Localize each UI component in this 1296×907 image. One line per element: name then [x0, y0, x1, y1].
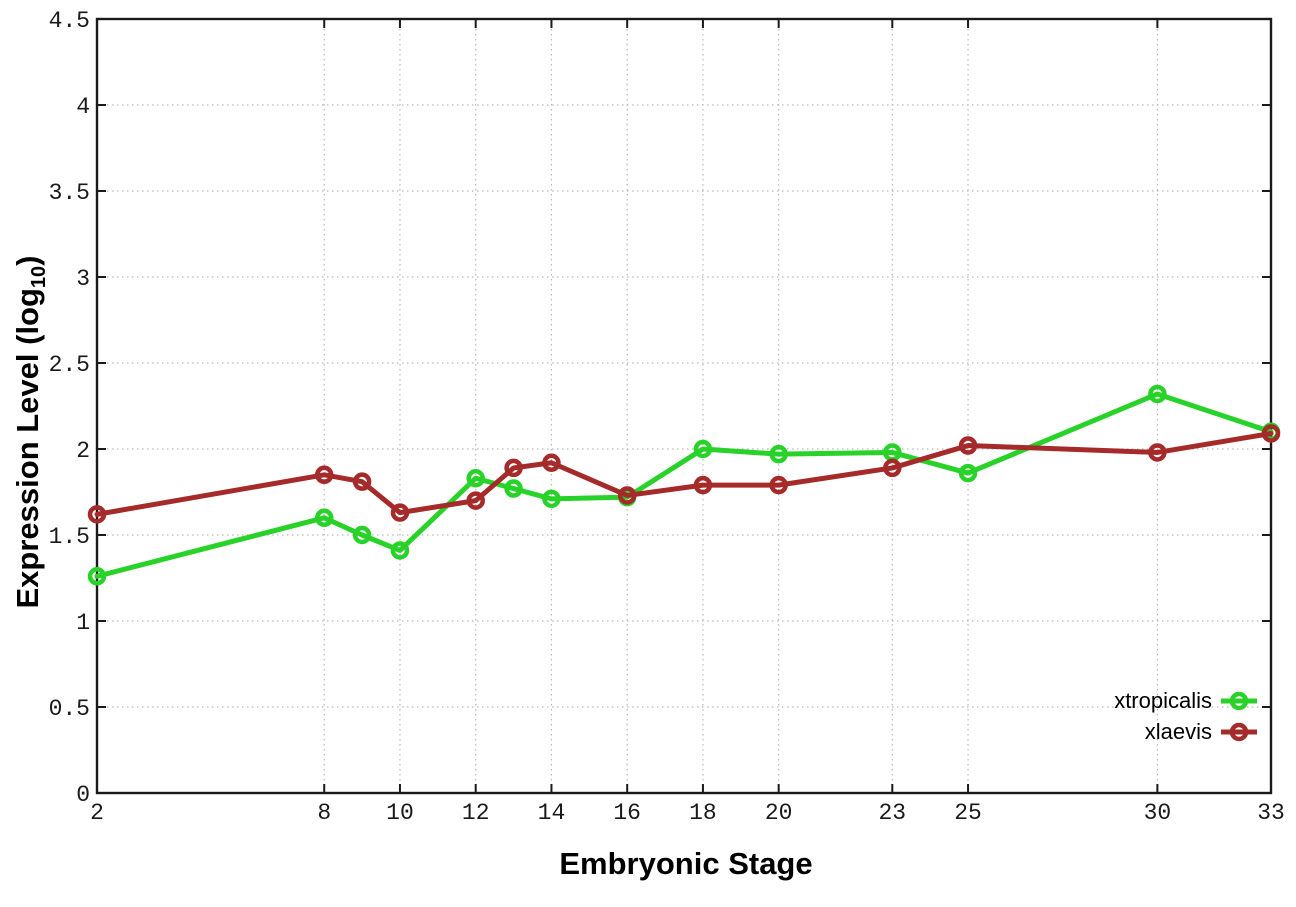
data-point-xlaevis	[542, 453, 561, 473]
y-tick-label: 4.5	[49, 8, 90, 34]
y-tick-label: 2	[76, 438, 90, 464]
data-point-xlaevis	[617, 486, 637, 505]
series-line-xlaevis	[94, 431, 1274, 517]
axis-layer: 2 8 10 12 14 16 18 20 23 25 30 33 0 0.5 1 1.5 2 2.5 3 3.5 4 4…	[49, 8, 1285, 826]
y-tick-label: 4	[76, 94, 90, 120]
data-point-xtropicalis	[1148, 384, 1167, 404]
data-point-xtropicalis	[769, 444, 788, 464]
data-point-xlaevis	[1261, 424, 1281, 443]
legend-marker-xtropicalis	[1229, 691, 1249, 711]
data-point-xlaevis	[693, 475, 713, 495]
x-tick-label: 23	[878, 800, 906, 826]
x-tick-label: 33	[1257, 800, 1285, 826]
y-tick-label: 0.5	[49, 696, 90, 722]
y-axis-title-main: Expression Level (log	[10, 288, 45, 608]
data-point-xtropicalis	[314, 508, 334, 528]
data-point-xlaevis	[1148, 443, 1167, 462]
y-axis-title-subscript: 10	[28, 266, 50, 288]
plot-border	[95, 17, 1273, 795]
y-tick-label: 0	[76, 782, 90, 808]
y-tick-label: 2.5	[49, 352, 90, 378]
data-point-xtropicalis	[958, 463, 978, 483]
x-tick-label: 16	[613, 800, 641, 826]
x-tick-label: 20	[765, 800, 793, 826]
data-point-xlaevis	[314, 465, 334, 485]
data-point-xlaevis	[769, 475, 788, 495]
x-axis-title: Embryonic Stage	[559, 846, 812, 881]
legend-item-xtropicalis: xtropicalis	[1114, 688, 1257, 713]
data-point-xlaevis	[390, 503, 410, 522]
data-point-xtropicalis	[87, 567, 107, 586]
legend-item-xlaevis: xlaevis	[1145, 719, 1257, 744]
data-point-xlaevis	[466, 491, 485, 510]
legend-marker-xlaevis	[1229, 722, 1249, 742]
data-point-xlaevis	[883, 458, 902, 478]
y-axis-title-suffix: )	[10, 255, 45, 265]
y-tick-label: 1	[76, 610, 90, 636]
data-point-xtropicalis	[693, 439, 713, 459]
x-tick-label: 14	[538, 800, 566, 826]
data-point-xtropicalis	[504, 479, 523, 498]
x-tick-label: 12	[462, 800, 490, 826]
x-tick-label: 18	[689, 800, 717, 826]
x-tick-label: 2	[90, 800, 104, 826]
series-layer	[87, 384, 1281, 586]
y-tick-label: 3	[76, 266, 90, 292]
data-point-xlaevis	[958, 436, 978, 455]
legend-label-xlaevis: xlaevis	[1145, 719, 1212, 744]
data-point-xtropicalis	[542, 489, 561, 509]
data-point-xtropicalis	[352, 525, 372, 545]
data-point-xtropicalis	[466, 468, 485, 488]
data-point-xlaevis	[352, 472, 372, 491]
data-point-xlaevis	[87, 505, 107, 524]
data-point-xtropicalis	[390, 541, 410, 560]
x-tick-label: 25	[954, 800, 982, 826]
legend-label-xtropicalis: xtropicalis	[1114, 688, 1212, 713]
x-tick-label: 10	[386, 800, 414, 826]
y-axis-title: Expression Level (log10)	[10, 255, 50, 608]
x-tick-label: 30	[1144, 800, 1172, 826]
legend: xtropicalis xlaevis	[1114, 688, 1257, 744]
y-tick-label: 3.5	[49, 180, 90, 206]
data-point-xlaevis	[504, 458, 523, 478]
y-tick-label: 1.5	[49, 524, 90, 550]
x-tick-label: 8	[317, 800, 331, 826]
grid-layer	[97, 19, 1271, 793]
